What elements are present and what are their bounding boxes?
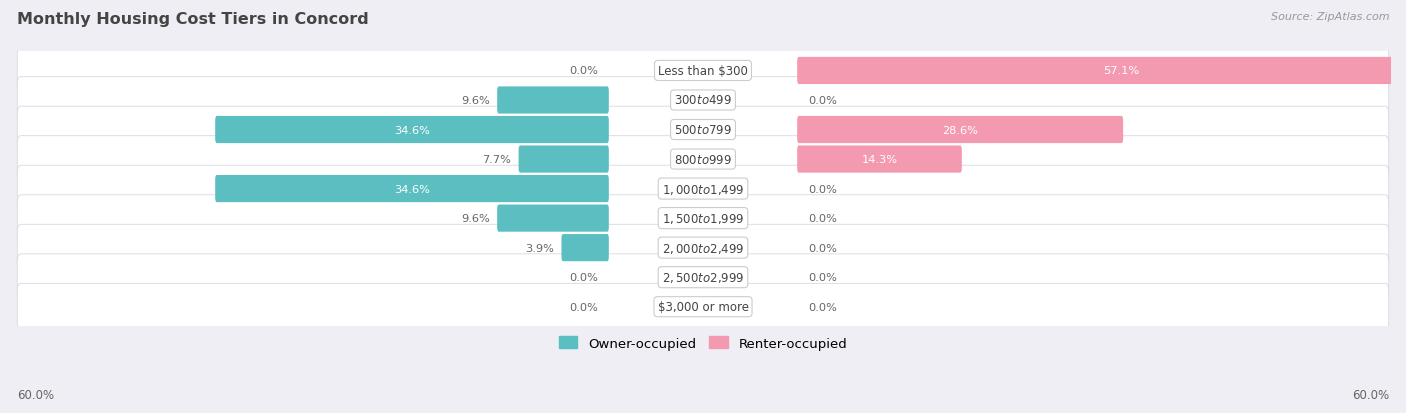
Text: 34.6%: 34.6% (394, 184, 430, 194)
Text: 0.0%: 0.0% (808, 96, 837, 106)
Text: 9.6%: 9.6% (461, 214, 489, 223)
FancyBboxPatch shape (17, 107, 1389, 154)
Text: 0.0%: 0.0% (808, 243, 837, 253)
FancyBboxPatch shape (17, 136, 1389, 183)
Text: $2,000 to $2,499: $2,000 to $2,499 (662, 241, 744, 255)
Text: 28.6%: 28.6% (942, 125, 979, 135)
Text: 60.0%: 60.0% (1353, 388, 1389, 401)
FancyBboxPatch shape (17, 254, 1389, 301)
FancyBboxPatch shape (17, 225, 1389, 271)
Text: 14.3%: 14.3% (862, 155, 897, 165)
Text: 0.0%: 0.0% (569, 273, 598, 282)
Text: Monthly Housing Cost Tiers in Concord: Monthly Housing Cost Tiers in Concord (17, 12, 368, 27)
FancyBboxPatch shape (519, 146, 609, 173)
Text: $500 to $799: $500 to $799 (673, 124, 733, 137)
Text: $1,000 to $1,499: $1,000 to $1,499 (662, 182, 744, 196)
Text: 0.0%: 0.0% (808, 302, 837, 312)
Text: $300 to $499: $300 to $499 (673, 94, 733, 107)
Text: 0.0%: 0.0% (569, 302, 598, 312)
Text: 0.0%: 0.0% (808, 214, 837, 223)
Text: 57.1%: 57.1% (1102, 66, 1139, 76)
Text: 9.6%: 9.6% (461, 96, 489, 106)
FancyBboxPatch shape (17, 195, 1389, 242)
Text: 0.0%: 0.0% (569, 66, 598, 76)
FancyBboxPatch shape (17, 166, 1389, 212)
Text: 34.6%: 34.6% (394, 125, 430, 135)
Text: 0.0%: 0.0% (808, 184, 837, 194)
Text: 60.0%: 60.0% (17, 388, 53, 401)
FancyBboxPatch shape (797, 58, 1406, 85)
Text: $1,500 to $1,999: $1,500 to $1,999 (662, 211, 744, 225)
Text: $2,500 to $2,999: $2,500 to $2,999 (662, 271, 744, 285)
Text: Less than $300: Less than $300 (658, 65, 748, 78)
Text: $3,000 or more: $3,000 or more (658, 301, 748, 313)
Text: Source: ZipAtlas.com: Source: ZipAtlas.com (1271, 12, 1389, 22)
FancyBboxPatch shape (797, 116, 1123, 144)
Legend: Owner-occupied, Renter-occupied: Owner-occupied, Renter-occupied (554, 331, 852, 355)
FancyBboxPatch shape (498, 205, 609, 232)
FancyBboxPatch shape (797, 146, 962, 173)
Text: 3.9%: 3.9% (526, 243, 554, 253)
FancyBboxPatch shape (215, 116, 609, 144)
FancyBboxPatch shape (17, 48, 1389, 95)
FancyBboxPatch shape (17, 284, 1389, 330)
FancyBboxPatch shape (215, 176, 609, 203)
Text: 7.7%: 7.7% (482, 155, 512, 165)
FancyBboxPatch shape (498, 87, 609, 114)
FancyBboxPatch shape (561, 235, 609, 261)
Text: 0.0%: 0.0% (808, 273, 837, 282)
Text: $800 to $999: $800 to $999 (673, 153, 733, 166)
FancyBboxPatch shape (17, 78, 1389, 124)
